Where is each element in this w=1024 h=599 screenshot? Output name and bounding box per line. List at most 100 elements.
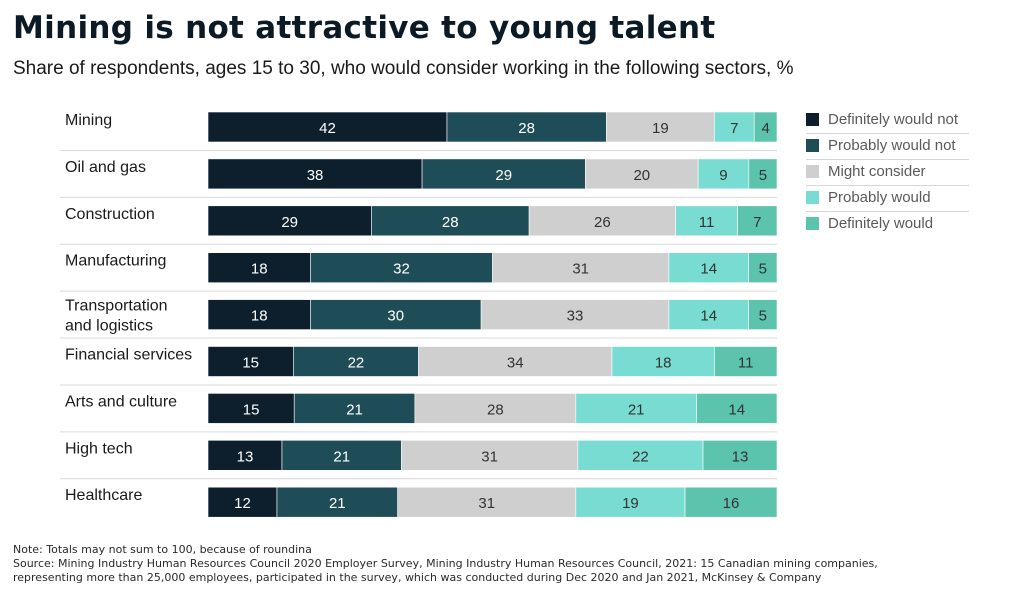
data-label: 7 <box>753 214 761 231</box>
data-label: 7 <box>730 120 738 137</box>
category-label: Healthcare <box>65 487 142 504</box>
data-label: 11 <box>738 355 754 372</box>
data-label: 18 <box>251 308 268 325</box>
data-label: 16 <box>723 495 740 512</box>
data-label: 33 <box>567 308 584 325</box>
bar-segment <box>421 158 586 190</box>
category-label: Manufacturing <box>65 253 166 270</box>
category-label: Financial services <box>65 347 192 364</box>
bar-segment <box>675 205 738 237</box>
bar-segment <box>575 486 686 518</box>
legend-label: Definitely would <box>828 215 934 232</box>
data-label: 28 <box>518 120 535 137</box>
legend-label: Definitely would not <box>828 111 959 128</box>
category-label: Transportation and logistics <box>65 298 168 335</box>
bar-segment <box>480 299 670 330</box>
data-label: 14 <box>728 401 745 418</box>
bar-segment <box>748 158 778 190</box>
data-label: 31 <box>478 495 495 512</box>
data-label: 34 <box>507 355 524 372</box>
bar-segment <box>207 346 294 377</box>
bar-segment <box>605 111 715 143</box>
bar-segment <box>276 486 398 518</box>
legend-label: Probably would <box>828 189 931 206</box>
bar-segment <box>281 439 402 471</box>
bar-segment <box>207 299 311 330</box>
bar-segment <box>207 393 295 424</box>
data-label: 30 <box>387 308 404 325</box>
bar-segment <box>293 346 419 377</box>
data-label: 15 <box>242 355 259 372</box>
data-label: 19 <box>622 495 639 512</box>
chart-title: Mining is not attractive to young talent <box>13 10 716 46</box>
bar-segment <box>748 252 778 283</box>
data-label: 31 <box>481 448 498 465</box>
category-label: Mining <box>65 112 112 129</box>
data-label: 5 <box>759 308 767 325</box>
bar-segment <box>207 486 278 518</box>
data-label: 26 <box>594 214 611 231</box>
category-label: Oil and gas <box>65 159 146 176</box>
bar-segment <box>696 393 778 424</box>
data-label: 5 <box>759 261 767 278</box>
category-label: Construction <box>65 206 155 223</box>
footnote-line: representing more than 25,000 employees,… <box>13 571 822 584</box>
bar-segment <box>207 439 283 471</box>
data-label: 29 <box>495 167 512 184</box>
data-label: 18 <box>655 355 672 372</box>
data-label: 22 <box>632 448 649 465</box>
bar-segment <box>611 346 715 377</box>
bar-segment <box>748 299 778 330</box>
data-label: 22 <box>348 355 365 372</box>
data-label: 15 <box>243 401 260 418</box>
data-label: 19 <box>652 120 669 137</box>
legend-label: Probably would not <box>828 137 956 154</box>
bar-segment <box>207 252 311 283</box>
legend-item: Probably would <box>806 186 969 212</box>
bar-segment <box>577 439 704 471</box>
bar-segment <box>702 439 778 471</box>
data-label: 21 <box>346 401 363 418</box>
category-label: High tech <box>65 440 133 457</box>
stacked-bar-chart: Mining 42 28 19 7 4 Oil and gas 38 29 20 9 5 Constru… <box>60 111 778 518</box>
data-label: 42 <box>319 120 336 137</box>
bar-segment <box>714 111 755 143</box>
data-label: 28 <box>487 401 504 418</box>
legend-label: Might consider <box>828 163 926 180</box>
data-label: 13 <box>732 448 749 465</box>
legend-swatch <box>806 217 819 230</box>
data-label: 9 <box>719 167 727 184</box>
bar-segment <box>697 158 750 190</box>
legend-swatch <box>806 139 819 152</box>
data-label: 21 <box>329 495 346 512</box>
bar-segment <box>207 111 448 143</box>
data-label: 5 <box>759 167 767 184</box>
bar-segment <box>668 252 749 283</box>
data-label: 32 <box>393 261 410 278</box>
data-label: 38 <box>307 167 324 184</box>
bar-segment <box>714 346 778 377</box>
bar-segment <box>753 111 778 143</box>
data-label: 29 <box>281 214 298 231</box>
bar-segment <box>397 486 577 518</box>
chart-legend: Definitely would not Probably would not Mi… <box>806 108 969 237</box>
legend-item: Probably would not <box>806 134 969 160</box>
data-label: 14 <box>700 308 717 325</box>
bar-segment <box>575 393 697 424</box>
data-label: 18 <box>251 261 268 278</box>
bar-segment <box>684 486 778 518</box>
bar-segment <box>310 299 482 330</box>
data-label: 4 <box>761 120 769 137</box>
bar-segment <box>414 393 577 424</box>
data-label: 31 <box>572 261 589 278</box>
bar-segment <box>371 205 530 237</box>
data-label: 20 <box>633 167 650 184</box>
bar-segment <box>528 205 676 237</box>
bar-segment <box>585 158 699 190</box>
legend-item: Definitely would not <box>806 108 969 134</box>
footnote-line: Note: Totals may not sum to 100, because… <box>13 543 312 556</box>
bar-segment <box>310 252 493 283</box>
data-label: 11 <box>699 214 715 231</box>
data-label: 21 <box>628 401 645 418</box>
category-label: Arts and culture <box>65 393 177 410</box>
